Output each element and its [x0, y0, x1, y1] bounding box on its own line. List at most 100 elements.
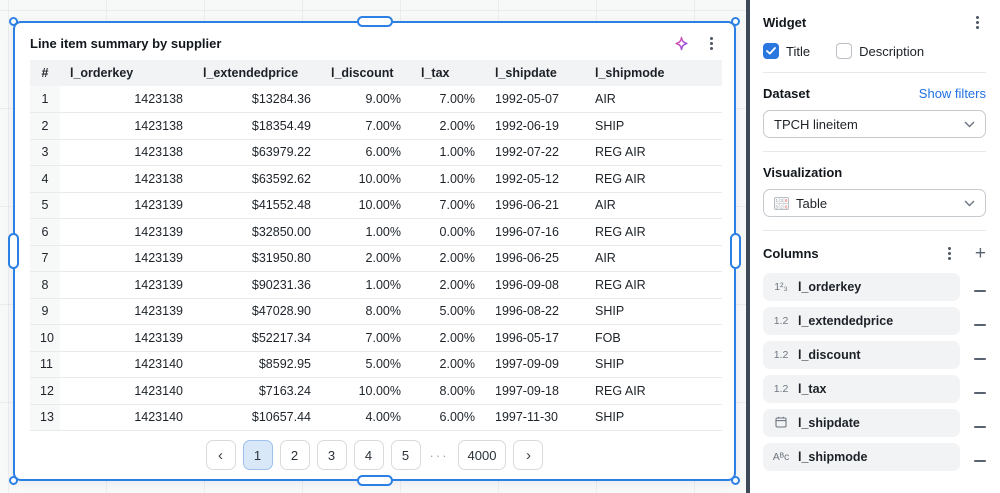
- table-cell: 1996-05-17: [485, 324, 585, 352]
- table-cell: $32850.00: [193, 218, 321, 246]
- remove-column-icon[interactable]: [960, 382, 986, 397]
- pagination-page-1[interactable]: 1: [242, 440, 273, 470]
- table-cell: $47028.90: [193, 298, 321, 325]
- table-cell: 1.00%: [321, 218, 411, 246]
- column-header-index[interactable]: #: [30, 60, 60, 86]
- table-cell: 7: [30, 245, 60, 272]
- remove-column-icon[interactable]: [960, 280, 986, 295]
- table-cell: 2: [30, 112, 60, 140]
- column-header-l_extendedprice[interactable]: l_extendedprice: [193, 60, 321, 86]
- column-item-label: l_tax: [798, 382, 827, 396]
- toggle-title[interactable]: Title: [763, 43, 810, 59]
- visualization-section-title: Visualization: [763, 165, 843, 180]
- column-header-l_shipdate[interactable]: l_shipdate: [485, 60, 585, 86]
- table-cell: 1992-05-12: [485, 165, 585, 193]
- visualization-select[interactable]: 1 3 6 5 2 8 Table: [763, 189, 986, 217]
- visualization-select-value: Table: [796, 195, 828, 211]
- table-row: 3 1423138 $63979.22 6.00% 1.00% 1992-07-22 REG…: [30, 139, 722, 166]
- svg-text:1: 1: [776, 198, 779, 203]
- panel-resize-divider[interactable]: [746, 0, 750, 493]
- table-cell: 1997-09-18: [485, 377, 585, 405]
- table-header-row: # l_orderkey l_extendedprice l_discount l_ta…: [30, 60, 722, 86]
- divider: [763, 72, 986, 73]
- resize-handle-bottom-right[interactable]: [731, 476, 740, 485]
- column-header-l_discount[interactable]: l_discount: [321, 60, 411, 86]
- table-cell: 10.00%: [321, 377, 411, 405]
- dataset-section-title: Dataset: [763, 86, 810, 101]
- table-row: 13 1423140 $10657.44 4.00% 6.00% 1997-11-30 SH…: [30, 404, 722, 431]
- resize-handle-right[interactable]: [730, 233, 741, 269]
- table-cell: REG AIR: [585, 271, 722, 299]
- dataset-select[interactable]: TPCH lineitem: [763, 110, 986, 138]
- widget-section-kebab-icon[interactable]: [968, 13, 986, 31]
- column-item-l_extendedprice[interactable]: 1.2 l_extendedprice: [763, 307, 960, 335]
- resize-handle-top-left[interactable]: [9, 17, 18, 26]
- checkbox-unchecked-icon[interactable]: [836, 43, 853, 59]
- pagination-page-4000[interactable]: 4000: [457, 440, 507, 470]
- widget-kebab-menu-icon[interactable]: [702, 34, 720, 52]
- table-cell: 5.00%: [411, 298, 485, 325]
- table-cell: 1423140: [60, 351, 193, 378]
- table-cell: SHIP: [585, 112, 722, 140]
- decimal-type-icon: 1.2: [773, 315, 789, 327]
- remove-column-icon[interactable]: [960, 450, 986, 465]
- table-cell: 1996-06-21: [485, 192, 585, 219]
- widget-section-title: Widget: [763, 14, 807, 30]
- show-filters-link[interactable]: Show filters: [918, 86, 986, 101]
- decimal-type-icon: 1.2: [773, 349, 789, 361]
- table-cell: 4.00%: [321, 404, 411, 431]
- remove-column-icon[interactable]: [960, 314, 986, 329]
- column-item-label: l_shipmode: [798, 450, 868, 464]
- column-header-l_orderkey[interactable]: l_orderkey: [60, 60, 193, 86]
- column-item-label: l_orderkey: [798, 280, 862, 294]
- table-cell: AIR: [585, 86, 722, 113]
- column-item-l_discount[interactable]: 1.2 l_discount: [763, 341, 960, 369]
- table-cell: 1423139: [60, 245, 193, 272]
- table-cell: 9: [30, 298, 60, 325]
- dashboard-canvas[interactable]: Line item summary by supplier: [0, 0, 746, 493]
- pagination-page-3[interactable]: 3: [316, 440, 347, 470]
- table-cell: 1992-07-22: [485, 139, 585, 166]
- table-cell: 1423139: [60, 218, 193, 246]
- column-item-l_orderkey[interactable]: 1²₃ l_orderkey: [763, 273, 960, 301]
- table-cell: $10657.44: [193, 404, 321, 431]
- column-item-row: Aᴮᴄ l_shipmode: [763, 443, 986, 471]
- column-header-l_shipmode[interactable]: l_shipmode: [585, 60, 722, 86]
- column-item-l_tax[interactable]: 1.2 l_tax: [763, 375, 960, 403]
- sparkle-ai-icon[interactable]: [672, 34, 690, 52]
- columns-kebab-menu-icon[interactable]: [941, 245, 959, 263]
- resize-handle-left[interactable]: [8, 233, 19, 269]
- pagination-prev-button[interactable]: ‹: [205, 440, 236, 470]
- column-header-l_tax[interactable]: l_tax: [411, 60, 485, 86]
- table-row: 8 1423139 $90231.36 1.00% 2.00% 1996-09-08 REG…: [30, 271, 722, 299]
- table-cell: 1423140: [60, 404, 193, 431]
- add-column-icon[interactable]: +: [974, 243, 986, 264]
- table-cell: 2.00%: [411, 324, 485, 352]
- pagination-page-5[interactable]: 5: [390, 440, 421, 470]
- pagination-page-2[interactable]: 2: [279, 440, 310, 470]
- table-cell: SHIP: [585, 404, 722, 431]
- resize-handle-top-right[interactable]: [731, 17, 740, 26]
- svg-text:5: 5: [776, 204, 779, 209]
- table-widget[interactable]: Line item summary by supplier: [8, 16, 741, 486]
- string-type-icon: Aᴮᴄ: [772, 451, 790, 463]
- toggle-description[interactable]: Description: [836, 43, 924, 59]
- remove-column-icon[interactable]: [960, 416, 986, 431]
- column-item-l_shipmode[interactable]: Aᴮᴄ l_shipmode: [763, 443, 960, 471]
- table-cell: $52217.34: [193, 324, 321, 352]
- checkbox-checked-icon[interactable]: [763, 43, 779, 59]
- table-cell: 1423139: [60, 324, 193, 352]
- table-cell: REG AIR: [585, 139, 722, 166]
- resize-handle-bottom[interactable]: [356, 475, 393, 486]
- table-cell: 6.00%: [321, 139, 411, 166]
- pagination-page-4[interactable]: 4: [353, 440, 384, 470]
- resize-handle-bottom-left[interactable]: [9, 476, 18, 485]
- table-row: 11 1423140 $8592.95 5.00% 2.00% 1997-09-09 SHI…: [30, 351, 722, 378]
- pagination-next-button[interactable]: ›: [513, 440, 544, 470]
- chevron-down-icon: [964, 200, 975, 206]
- resize-handle-top[interactable]: [356, 16, 393, 27]
- remove-column-icon[interactable]: [960, 348, 986, 363]
- column-item-l_shipdate[interactable]: l_shipdate: [763, 409, 960, 437]
- table-cell: 7.00%: [411, 86, 485, 113]
- column-item-row: 1²₃ l_orderkey: [763, 273, 986, 301]
